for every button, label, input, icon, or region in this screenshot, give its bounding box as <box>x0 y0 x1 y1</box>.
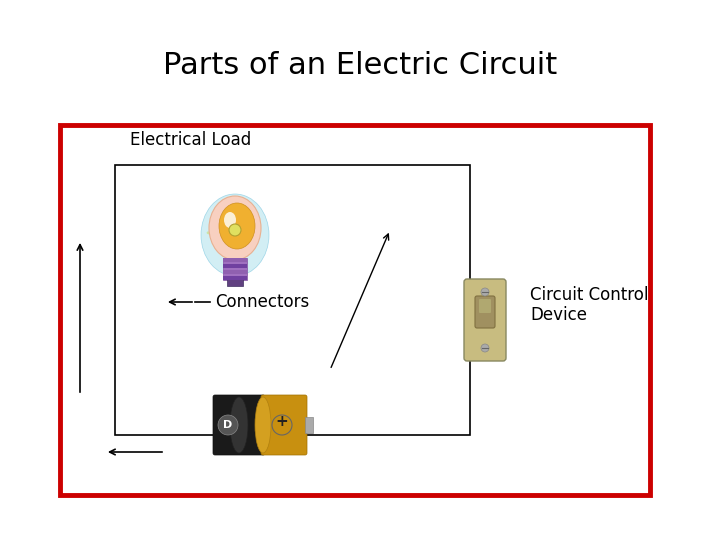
FancyBboxPatch shape <box>475 296 495 328</box>
FancyBboxPatch shape <box>464 279 506 361</box>
Ellipse shape <box>230 397 248 453</box>
Ellipse shape <box>224 212 236 228</box>
Circle shape <box>229 224 241 236</box>
Circle shape <box>481 344 489 352</box>
Text: +: + <box>276 414 289 429</box>
Text: Circuit Control
Device: Circuit Control Device <box>530 286 649 325</box>
Bar <box>115 165 470 435</box>
Bar <box>60 125 650 495</box>
Circle shape <box>218 415 238 435</box>
Ellipse shape <box>201 194 269 276</box>
Bar <box>223 276 247 280</box>
Circle shape <box>481 288 489 296</box>
Bar <box>305 417 313 433</box>
FancyBboxPatch shape <box>479 299 491 313</box>
FancyBboxPatch shape <box>261 395 307 455</box>
Bar <box>223 264 247 268</box>
Ellipse shape <box>209 196 261 260</box>
Bar <box>223 258 247 280</box>
Text: D: D <box>223 420 233 430</box>
Bar <box>223 270 247 274</box>
Text: Parts of an Electric Circuit: Parts of an Electric Circuit <box>163 51 557 79</box>
Bar <box>223 258 247 262</box>
Bar <box>227 278 243 286</box>
FancyBboxPatch shape <box>213 395 265 455</box>
Ellipse shape <box>219 203 255 249</box>
Text: Connectors: Connectors <box>215 293 310 311</box>
Ellipse shape <box>255 397 271 453</box>
Text: Electrical Load: Electrical Load <box>130 131 251 149</box>
